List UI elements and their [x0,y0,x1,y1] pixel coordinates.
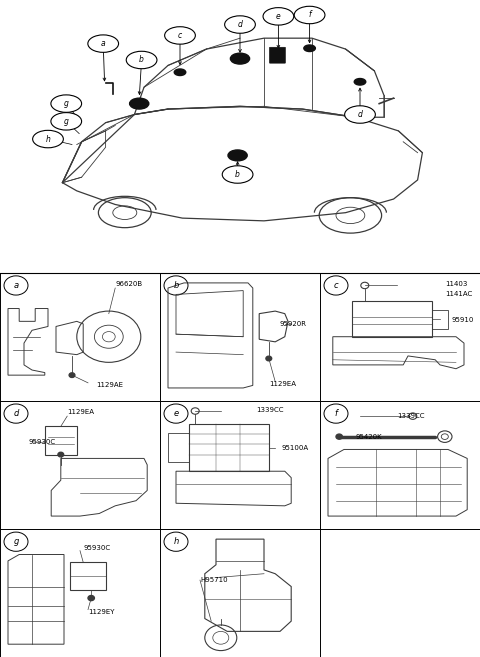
Circle shape [225,16,255,34]
Circle shape [266,356,272,361]
Circle shape [165,27,195,44]
Text: g: g [64,99,69,108]
Circle shape [51,95,82,112]
Text: d: d [358,110,362,119]
Text: f: f [308,11,311,20]
Circle shape [263,8,294,25]
Text: 95420K: 95420K [355,434,382,440]
Circle shape [345,106,375,124]
Circle shape [336,434,342,440]
Circle shape [33,130,63,148]
Text: a: a [101,39,106,48]
Text: 95930C: 95930C [83,545,110,551]
Text: 1129AE: 1129AE [96,382,123,388]
Text: g: g [64,117,69,126]
Text: d: d [238,20,242,29]
Circle shape [164,276,188,295]
Text: b: b [173,281,179,290]
Circle shape [51,112,82,130]
Text: b: b [235,170,240,179]
Text: 95100A: 95100A [282,445,309,451]
FancyBboxPatch shape [269,47,286,63]
Circle shape [304,45,315,51]
Text: 1339CC: 1339CC [256,407,284,413]
Text: 1129EY: 1129EY [88,609,115,615]
Circle shape [164,404,188,423]
Text: c: c [334,281,338,290]
Circle shape [88,595,95,600]
Text: b: b [139,55,144,64]
Circle shape [324,276,348,295]
Text: 1129EA: 1129EA [269,381,296,387]
Text: 1141AC: 1141AC [445,292,472,298]
Circle shape [230,53,250,64]
Circle shape [4,532,28,551]
Text: a: a [13,281,19,290]
Circle shape [130,98,149,109]
Circle shape [174,69,186,76]
Text: 1129EA: 1129EA [67,409,94,415]
Text: 95920R: 95920R [280,321,307,327]
Circle shape [4,276,28,295]
Text: e: e [276,12,281,21]
Circle shape [228,150,247,161]
Text: h: h [173,537,179,546]
Text: e: e [173,409,179,418]
Text: g: g [13,537,19,546]
Circle shape [4,404,28,423]
Circle shape [324,404,348,423]
Text: d: d [13,409,19,418]
Text: H95710: H95710 [200,577,228,583]
Text: 1339CC: 1339CC [397,413,424,419]
Circle shape [126,51,157,69]
Text: h: h [46,135,50,143]
Circle shape [88,35,119,53]
Circle shape [222,166,253,183]
Circle shape [164,532,188,551]
Circle shape [58,452,64,457]
Text: 95910: 95910 [451,317,474,323]
Text: c: c [178,31,182,40]
Circle shape [354,79,366,85]
Text: f: f [335,409,337,418]
Text: 11403: 11403 [445,281,467,287]
Circle shape [294,7,325,24]
Circle shape [69,373,75,378]
Text: 96620B: 96620B [115,281,143,287]
Text: 95930C: 95930C [29,439,56,445]
